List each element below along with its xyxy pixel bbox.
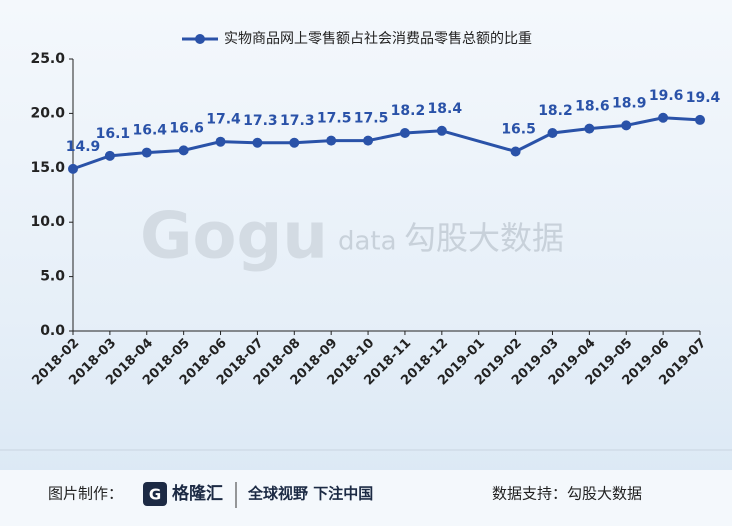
line — [514, 116, 701, 153]
marker — [141, 147, 152, 158]
data-label: 17.5 — [317, 111, 352, 127]
data-label: 17.4 — [206, 112, 241, 128]
data-label: 19.4 — [686, 90, 721, 106]
data-label: 18.2 — [538, 103, 573, 119]
marker — [104, 150, 115, 161]
data-label: 19.6 — [649, 88, 684, 104]
line-connector — [441, 129, 516, 153]
marker — [658, 112, 669, 123]
marker — [695, 114, 705, 125]
data-label: 16.4 — [132, 123, 167, 139]
marker — [178, 145, 189, 156]
y-tick-label: 20.0 — [30, 105, 65, 121]
y-tick-label: 25.0 — [30, 51, 65, 67]
logo-mark: G — [149, 486, 161, 504]
legend-label: 实物商品网上零售额占社会消费品零售总额的比重 — [224, 31, 532, 47]
footer-band — [0, 470, 732, 526]
watermark-brand: Gogu — [140, 200, 328, 274]
marker — [363, 135, 374, 146]
data-label: 18.9 — [612, 95, 647, 111]
marker — [68, 163, 78, 174]
data-label: 18.2 — [391, 103, 426, 119]
marker — [584, 123, 595, 134]
y-tick-label: 0.0 — [40, 323, 65, 339]
data-label: 18.4 — [428, 101, 463, 117]
watermark-suffix: data — [338, 227, 397, 257]
data-label: 14.9 — [66, 139, 101, 155]
marker — [547, 127, 558, 138]
legend-marker — [195, 34, 205, 44]
y-tick-label: 10.0 — [30, 214, 65, 230]
data-label: 18.6 — [575, 99, 610, 115]
logo-icon — [143, 482, 167, 506]
data-label: 17.3 — [280, 113, 315, 129]
marker — [621, 120, 632, 131]
footer-logo: 格隆汇 — [172, 483, 223, 504]
data-label: 17.3 — [243, 113, 278, 129]
footer-source: 数据支持：勾股大数据 — [492, 485, 642, 503]
watermark-name: 勾股大数据 — [404, 219, 564, 257]
footer-slogan: 全球视野 下注中国 — [247, 485, 373, 503]
data-label: 16.6 — [169, 120, 204, 136]
y-tick-label: 15.0 — [30, 160, 65, 176]
data-label: 16.5 — [501, 121, 536, 137]
marker — [436, 125, 447, 136]
marker — [215, 136, 226, 147]
marker — [399, 127, 410, 138]
footer-made-by: 图片制作： — [48, 485, 123, 503]
marker — [289, 137, 300, 148]
y-tick-label: 5.0 — [40, 269, 65, 285]
marker — [326, 135, 337, 146]
marker — [510, 146, 521, 157]
marker — [252, 137, 263, 148]
data-label: 17.5 — [354, 111, 389, 127]
data-label: 16.1 — [96, 126, 131, 142]
